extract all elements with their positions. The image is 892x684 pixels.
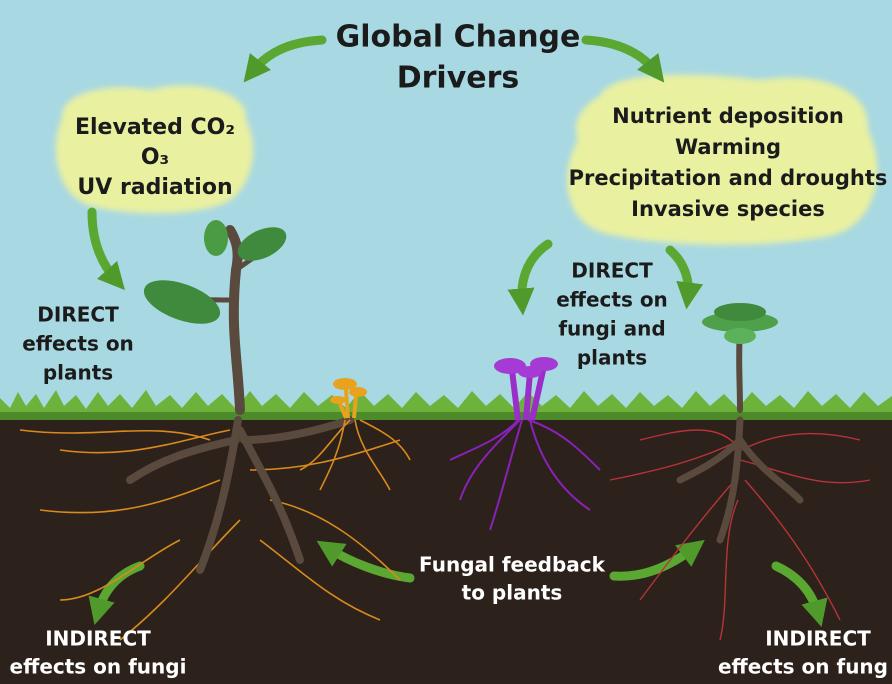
driver: Invasive species: [631, 197, 825, 221]
driver: Elevated CO₂: [75, 115, 235, 140]
page: Global Change Drivers Elevated CO₂ O₃ UV…: [0, 0, 892, 684]
effect-label: effects on fungi: [10, 655, 187, 679]
grass-base: [0, 412, 892, 420]
effect-label: INDIRECT: [765, 627, 871, 651]
effect-label: to plants: [462, 581, 563, 605]
effect-label: INDIRECT: [45, 627, 151, 651]
effect-label: effects on: [22, 332, 134, 356]
effect-label: plants: [577, 346, 647, 370]
effect-label: DIRECT: [37, 303, 119, 327]
driver: Precipitation and droughts: [569, 166, 888, 190]
title: Drivers: [397, 61, 520, 96]
driver: UV radiation: [77, 175, 232, 200]
effect-label: plants: [43, 361, 113, 385]
effect-label: effects on fung: [718, 655, 888, 679]
driver: Warming: [675, 135, 781, 159]
driver: Nutrient deposition: [612, 104, 844, 128]
title: Global Change: [336, 20, 581, 55]
effect-label: Fungal feedback: [419, 553, 606, 577]
driver: O₃: [141, 145, 169, 170]
effect-label: fungi and: [558, 317, 665, 341]
effect-label: DIRECT: [571, 259, 653, 283]
effect-label: effects on: [556, 288, 668, 312]
diagram: Global Change Drivers Elevated CO₂ O₃ UV…: [0, 0, 892, 684]
